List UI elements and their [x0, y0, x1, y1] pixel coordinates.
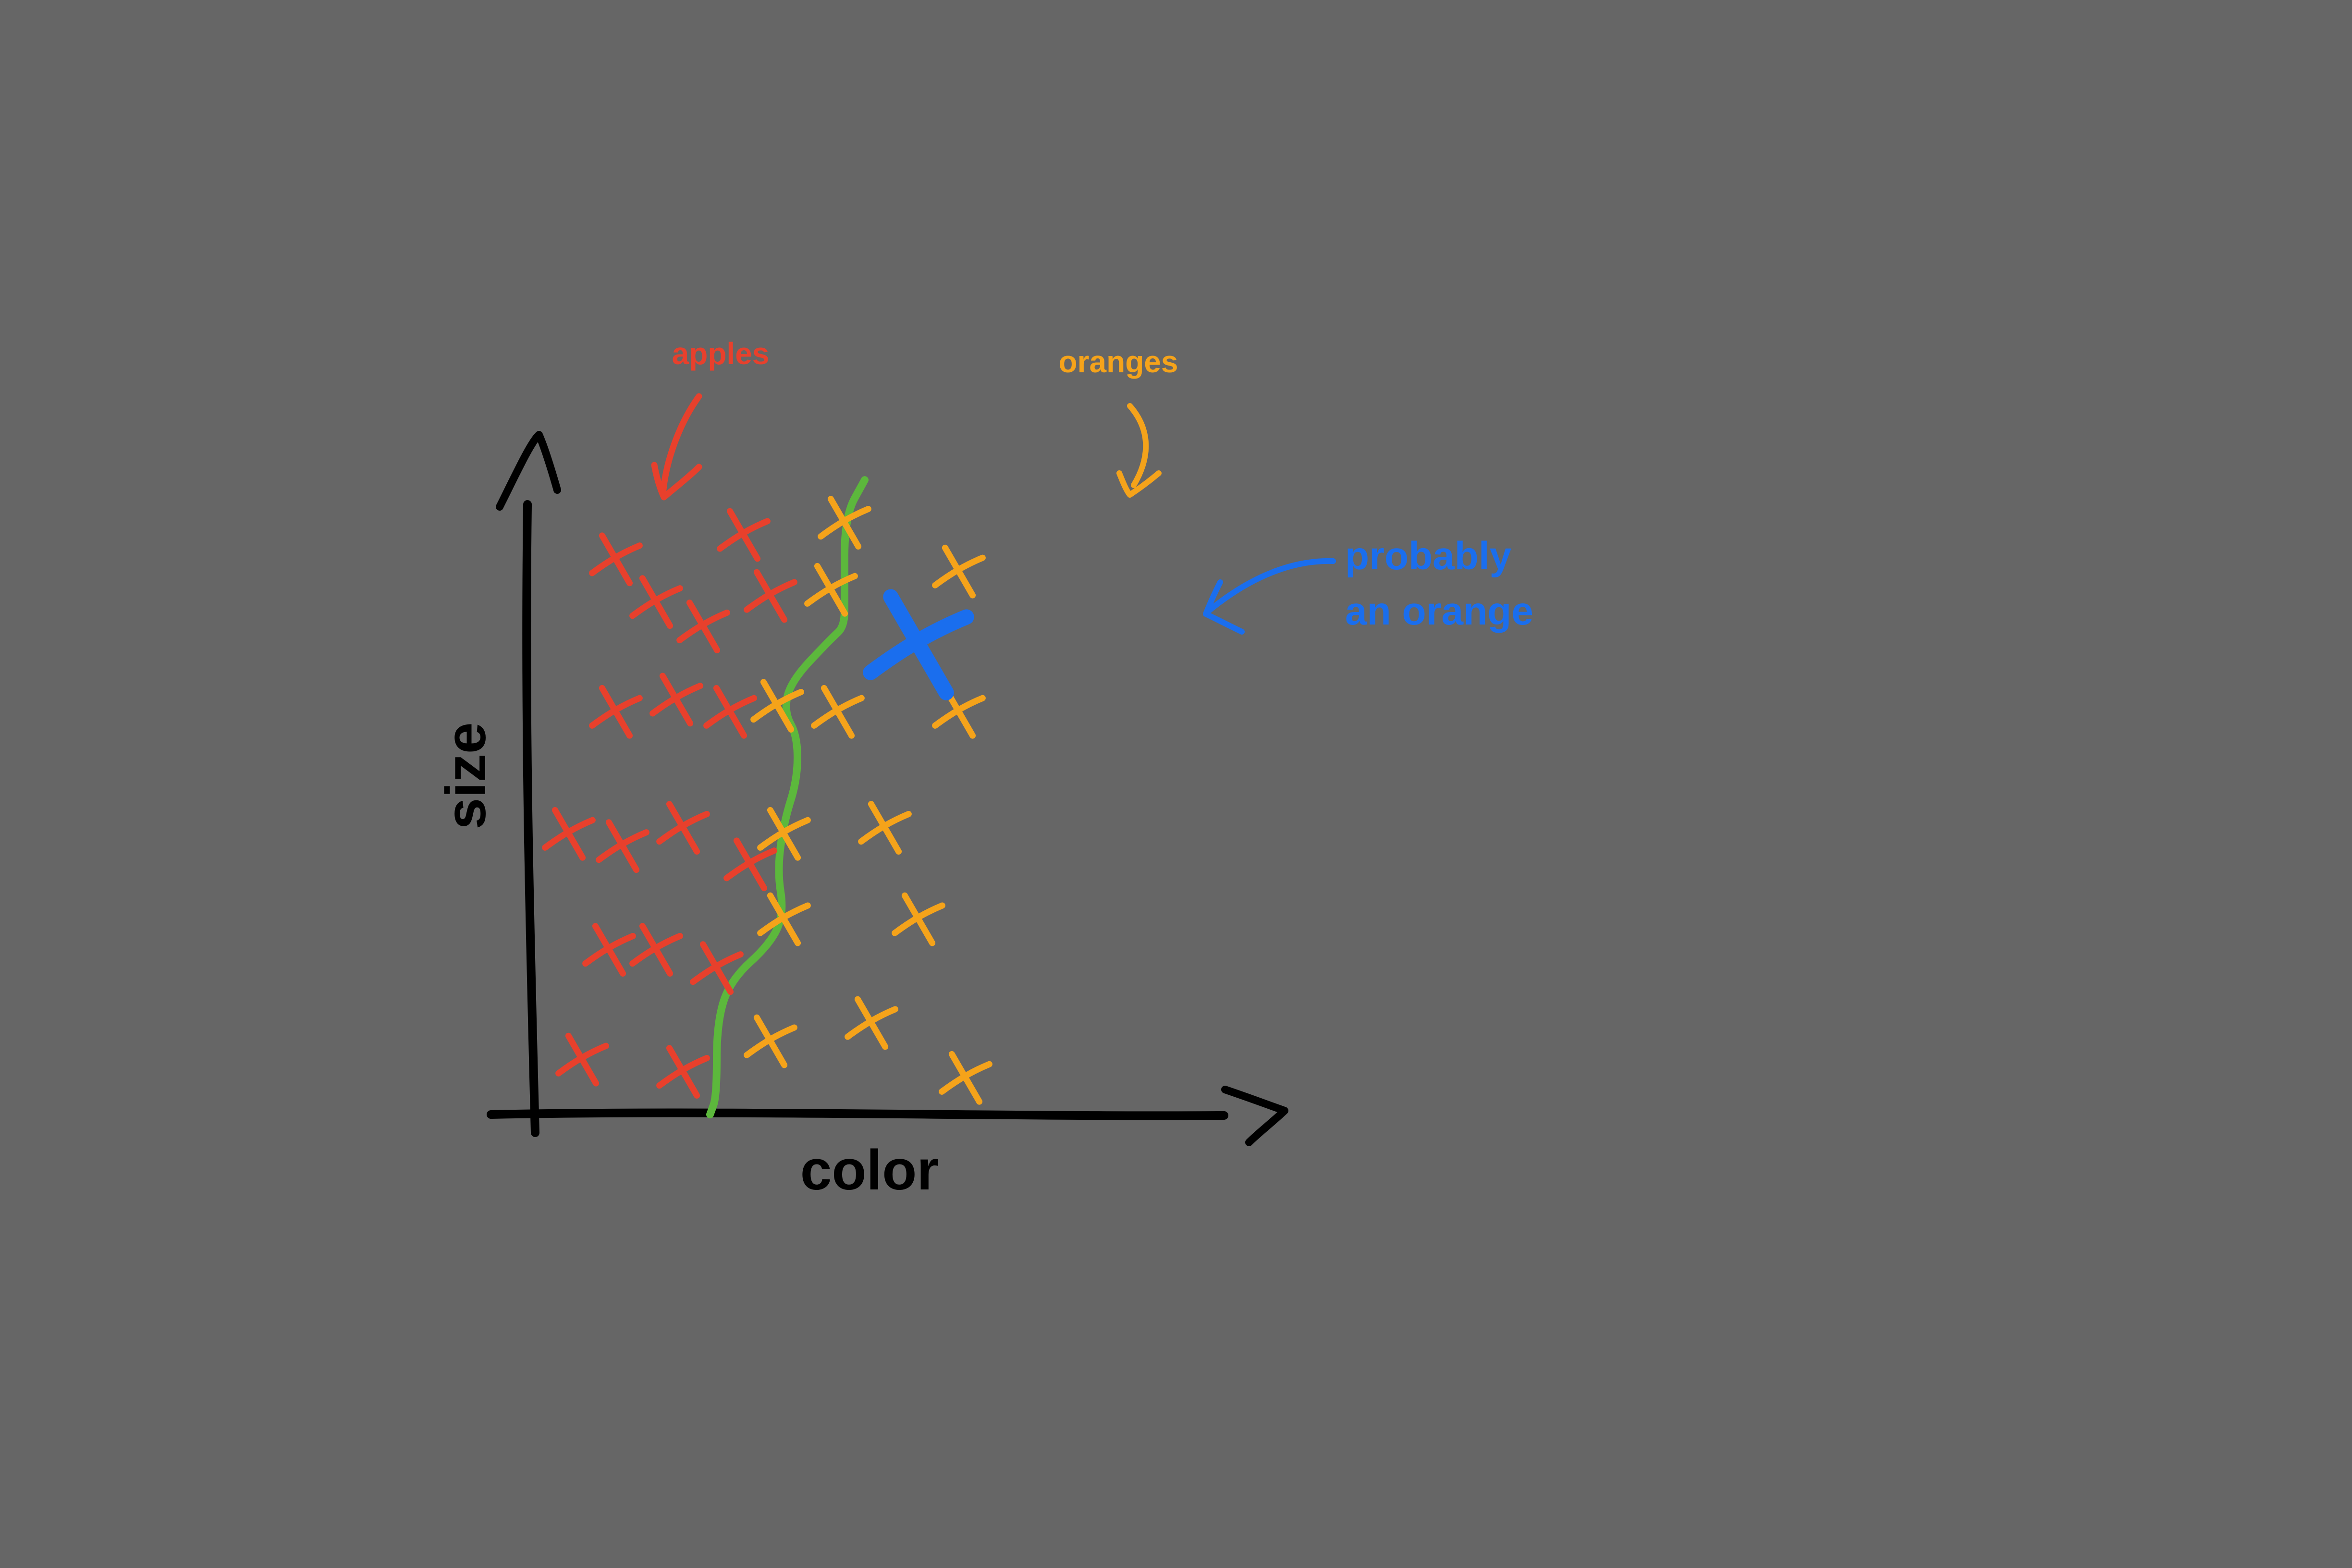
apples-point [589, 532, 643, 587]
annotation-query: probably an orange [1203, 534, 1533, 635]
axes: color size [434, 431, 1288, 1202]
annotation-oranges-arrow [1116, 403, 1162, 498]
oranges-point [892, 892, 945, 946]
oranges-point [845, 996, 898, 1050]
apples-point [542, 807, 596, 861]
apples-point [582, 923, 636, 977]
apples-point [690, 941, 744, 995]
query-point-mark [863, 589, 974, 700]
oranges-point [932, 544, 986, 599]
apples-point [723, 837, 777, 892]
oranges-point [757, 807, 811, 861]
y-axis-line [522, 500, 539, 1137]
y-axis-label: size [434, 722, 498, 829]
annotation-oranges: oranges [1059, 344, 1178, 498]
apples-point [629, 923, 683, 977]
oranges-point [757, 892, 811, 946]
oranges-point [939, 1051, 992, 1105]
apples-point [703, 685, 757, 739]
annotation-query-line-1: probably [1345, 534, 1512, 578]
oranges-series [744, 496, 992, 1105]
query-point [863, 589, 974, 700]
apples-point [744, 569, 797, 623]
apples-point [596, 819, 649, 873]
oranges-point [744, 1014, 797, 1068]
oranges-point [804, 563, 858, 617]
oranges-point [858, 801, 912, 855]
oranges-point [750, 679, 804, 733]
annotation-apples-label: apples [672, 336, 770, 371]
apples-point [676, 600, 730, 653]
oranges-point [818, 496, 871, 550]
x-axis-line [487, 1108, 1228, 1120]
apples-series [542, 508, 797, 1099]
apples-point [656, 801, 710, 855]
x-axis-arrowhead [1221, 1086, 1288, 1146]
annotation-apples: apples [651, 336, 770, 501]
annotation-query-arrow [1203, 558, 1336, 635]
decision-boundary-line [706, 476, 869, 1118]
annotation-apples-arrow [651, 393, 702, 501]
apples-point [649, 673, 703, 727]
apples-point [589, 685, 643, 739]
y-axis-arrowhead [496, 431, 561, 511]
annotation-query-line-2: an orange [1345, 589, 1533, 633]
apples-point [629, 575, 683, 629]
apples-point [656, 1045, 710, 1099]
oranges-point [811, 685, 865, 739]
apples-point [717, 508, 771, 562]
annotation-oranges-label: oranges [1059, 344, 1178, 379]
x-axis-label: color [800, 1139, 939, 1202]
apples-point [555, 1032, 609, 1087]
